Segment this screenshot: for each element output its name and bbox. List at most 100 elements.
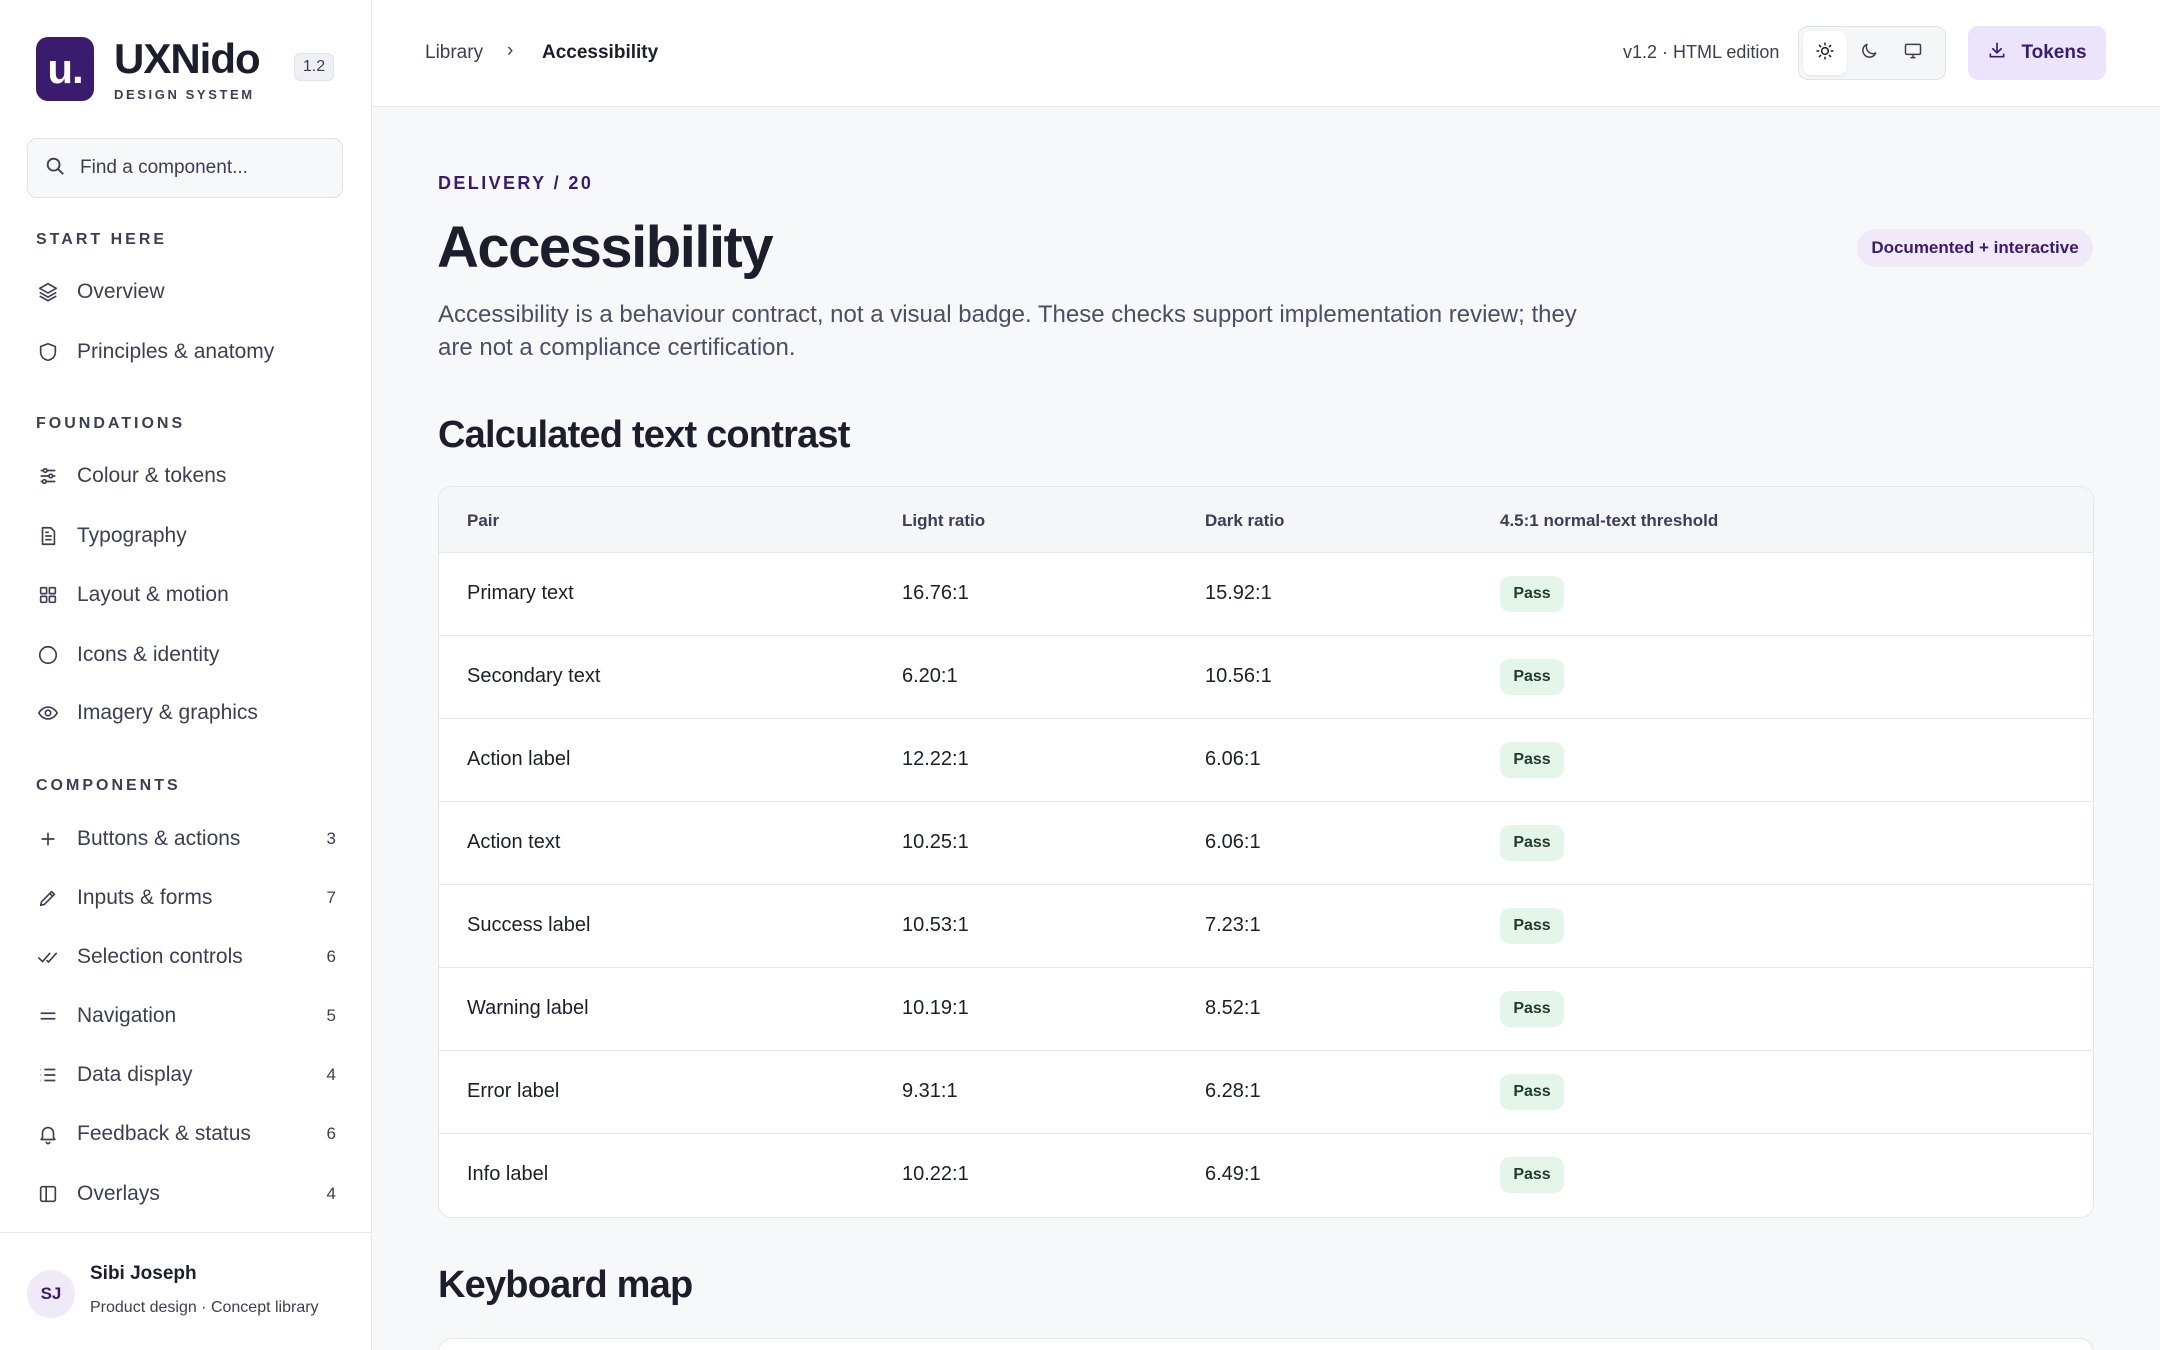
- list-icon: [36, 1063, 60, 1087]
- sidebar-item-overlays[interactable]: Overlays 4: [36, 1172, 336, 1216]
- breadcrumb-current: Accessibility: [542, 42, 659, 63]
- cell-light: 16.76:1: [902, 582, 969, 604]
- sidebar-item-label: Selection controls: [77, 945, 243, 968]
- sidebar-item-data-display[interactable]: Data display 4: [36, 1053, 336, 1097]
- sidebar-item-count: 7: [326, 888, 336, 907]
- sidebar-item-overview[interactable]: Overview: [36, 270, 336, 314]
- theme-system-button[interactable]: [1891, 31, 1935, 75]
- cell-dark: 10.56:1: [1205, 665, 1272, 687]
- sidebar-item-feedback[interactable]: Feedback & status 6: [36, 1112, 336, 1156]
- theme-dark-button[interactable]: [1847, 31, 1891, 75]
- bell-icon: [36, 1122, 60, 1146]
- sidebar-item-count: 6: [326, 1124, 336, 1143]
- page-eyebrow: DELIVERY / 20: [438, 173, 594, 193]
- table-row: Secondary text 6.20:1 10.56:1 Pass: [439, 636, 2093, 719]
- tokens-download-button[interactable]: Tokens: [1968, 26, 2106, 80]
- grid-icon: [36, 583, 60, 607]
- sidebar-item-inputs[interactable]: Inputs & forms 7: [36, 876, 336, 920]
- cell-pair: Primary text: [467, 582, 574, 604]
- table-header: Pair Light ratio Dark ratio 4.5:1 normal…: [439, 487, 2093, 553]
- sidebar: u. UXNido DESIGN SYSTEM 1.2 Find a compo…: [0, 0, 372, 1350]
- sidebar-item-count: 3: [326, 829, 336, 848]
- panel-icon: [36, 1182, 60, 1206]
- sidebar-item-icons[interactable]: Icons & identity: [36, 633, 336, 677]
- shield-icon: [36, 340, 60, 364]
- nav-section-start-here: START HERE: [36, 231, 168, 248]
- pass-badge: Pass: [1500, 742, 1564, 778]
- sidebar-item-label: Icons & identity: [77, 643, 220, 666]
- plus-icon: [36, 827, 60, 851]
- contrast-heading: Calculated text contrast: [438, 414, 850, 456]
- user-profile[interactable]: SJ Sibi Joseph Product design · Concept …: [0, 1232, 371, 1350]
- version-badge: 1.2: [294, 53, 334, 81]
- cell-dark: 6.06:1: [1205, 831, 1261, 853]
- menu-icon: [36, 1004, 60, 1028]
- double-check-icon: [36, 945, 60, 969]
- cell-light: 10.22:1: [902, 1163, 969, 1185]
- download-icon: [1987, 40, 2021, 66]
- sidebar-item-principles[interactable]: Principles & anatomy: [36, 330, 336, 374]
- cell-pair: Error label: [467, 1080, 560, 1102]
- sidebar-item-buttons[interactable]: Buttons & actions 3: [36, 817, 336, 861]
- cell-pair: Secondary text: [467, 665, 601, 687]
- edition-label: v1.2 · HTML edition: [1623, 42, 1780, 62]
- cell-light: 6.20:1: [902, 665, 958, 687]
- sidebar-item-label: Buttons & actions: [77, 827, 241, 850]
- sidebar-item-colour[interactable]: Colour & tokens: [36, 454, 336, 498]
- pass-badge: Pass: [1500, 1074, 1564, 1110]
- sidebar-item-label: Layout & motion: [77, 583, 229, 606]
- sidebar-item-count: 4: [326, 1065, 336, 1084]
- cell-light: 10.19:1: [902, 997, 969, 1019]
- sidebar-item-typography[interactable]: Typography: [36, 514, 336, 558]
- brand[interactable]: u. UXNido DESIGN SYSTEM: [36, 34, 261, 104]
- cell-dark: 15.92:1: [1205, 582, 1272, 604]
- eye-icon: [36, 701, 60, 725]
- sidebar-item-layout[interactable]: Layout & motion: [36, 573, 336, 617]
- sidebar-item-label: Typography: [77, 524, 187, 547]
- cell-dark: 7.23:1: [1205, 914, 1261, 936]
- breadcrumb-separator: ›: [507, 40, 514, 61]
- cell-light: 9.31:1: [902, 1080, 958, 1102]
- sidebar-item-count: 5: [326, 1006, 336, 1025]
- layers-icon: [36, 280, 60, 304]
- search-input[interactable]: Find a component...: [27, 138, 343, 198]
- status-badge: Documented + interactive: [1857, 229, 2093, 267]
- table-row: Success label 10.53:1 7.23:1 Pass: [439, 885, 2093, 968]
- circle-icon: [36, 643, 60, 667]
- pass-badge: Pass: [1500, 1157, 1564, 1193]
- search-icon: [44, 155, 66, 182]
- table-row: Action text 10.25:1 6.06:1 Pass: [439, 802, 2093, 885]
- pass-badge: Pass: [1500, 659, 1564, 695]
- sidebar-item-label: Overview: [77, 280, 165, 303]
- cell-dark: 6.28:1: [1205, 1080, 1261, 1102]
- theme-light-button[interactable]: [1803, 31, 1847, 75]
- breadcrumb-library[interactable]: Library: [425, 42, 484, 63]
- tokens-button-label: Tokens: [2021, 42, 2087, 63]
- cell-pair: Action text: [467, 831, 561, 853]
- sun-icon: [1815, 41, 1835, 66]
- column-header-dark: Dark ratio: [1205, 511, 1285, 530]
- sidebar-item-imagery[interactable]: Imagery & graphics: [36, 691, 336, 735]
- column-header-threshold: 4.5:1 normal-text threshold: [1500, 511, 1719, 530]
- cell-dark: 6.06:1: [1205, 748, 1261, 770]
- sidebar-item-navigation[interactable]: Navigation 5: [36, 994, 336, 1038]
- nav-section-components: COMPONENTS: [36, 777, 181, 794]
- cell-light: 12.22:1: [902, 748, 969, 770]
- cell-light: 10.25:1: [902, 831, 969, 853]
- table-row: Warning label 10.19:1 8.52:1 Pass: [439, 968, 2093, 1051]
- nav-section-foundations: FOUNDATIONS: [36, 415, 186, 432]
- moon-icon: [1859, 41, 1879, 66]
- cell-pair: Success label: [467, 914, 591, 936]
- theme-switcher: [1798, 26, 1946, 80]
- cell-dark: 8.52:1: [1205, 997, 1261, 1019]
- pass-badge: Pass: [1500, 991, 1564, 1027]
- pass-badge: Pass: [1500, 576, 1564, 612]
- keyboard-map-heading: Keyboard map: [438, 1264, 693, 1306]
- cell-pair: Info label: [467, 1163, 549, 1185]
- pass-badge: Pass: [1500, 908, 1564, 944]
- brand-logo: u.: [36, 37, 94, 101]
- brand-name: UXNido: [114, 34, 261, 82]
- cell-dark: 6.49:1: [1205, 1163, 1261, 1185]
- sidebar-item-selection[interactable]: Selection controls 6: [36, 935, 336, 979]
- user-name: Sibi Joseph: [90, 1263, 197, 1284]
